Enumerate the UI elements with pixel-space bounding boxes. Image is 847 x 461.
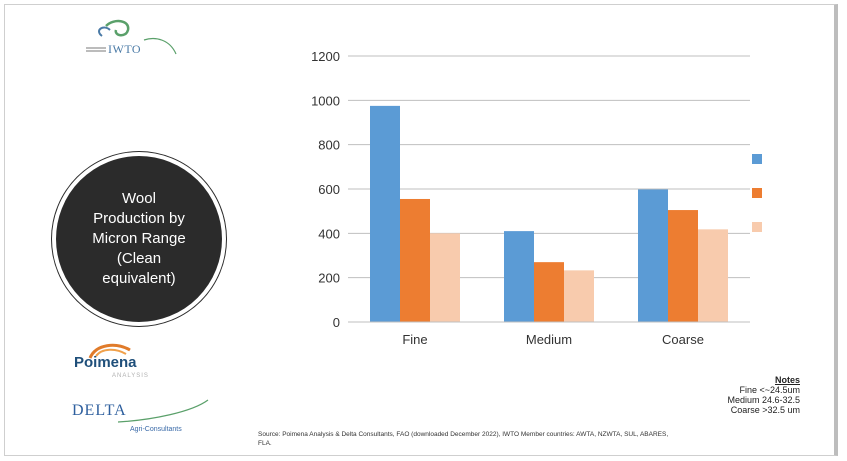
iwto-swirl-icon bbox=[86, 19, 177, 55]
wheat-icon bbox=[88, 343, 131, 359]
delta-logo-text: DELTA bbox=[72, 402, 127, 419]
y-tick-label: 800 bbox=[318, 138, 340, 153]
legend-swatch bbox=[752, 222, 762, 232]
y-tick-label: 400 bbox=[318, 226, 340, 241]
x-category-label: Coarse bbox=[662, 332, 704, 347]
bar-coarse-1990 bbox=[638, 189, 668, 322]
delta-swoosh-icon bbox=[117, 399, 209, 423]
notes-title: Notes bbox=[774, 375, 800, 385]
iwto-logo-text: IWTO bbox=[108, 42, 142, 56]
x-category-label: Medium bbox=[526, 332, 572, 347]
x-category-label: Fine bbox=[402, 332, 427, 347]
bar-fine-2000 bbox=[400, 198, 430, 322]
poimena-logo-subtext: ANALYSIS bbox=[112, 373, 149, 379]
bar-medium-2022 bbox=[564, 270, 594, 322]
circle-title: Wool Production by Micron Range (Clean e… bbox=[92, 190, 186, 287]
poimena-logo: Poimena ANALYSIS bbox=[72, 340, 172, 384]
y-tick-label: 600 bbox=[318, 182, 340, 197]
bar-fine-2022 bbox=[430, 233, 460, 322]
bar-fine-1990 bbox=[370, 105, 400, 322]
bar-coarse-2000 bbox=[668, 210, 698, 322]
poimena-logo-text: Poimena bbox=[74, 354, 137, 371]
bar-medium-2000 bbox=[534, 262, 564, 322]
delta-logo: DELTA Agri-Consultants bbox=[72, 398, 212, 440]
notes-line-coarse: Coarse >32.5 um bbox=[730, 405, 800, 415]
title-circle: Wool Production by Micron Range (Clean e… bbox=[52, 152, 226, 326]
y-tick-label: 1200 bbox=[311, 49, 340, 64]
y-tick-label: 1000 bbox=[311, 93, 340, 108]
bar-coarse-2022 bbox=[698, 229, 728, 322]
notes-line-medium: Medium 24.6-32.5 bbox=[727, 395, 800, 405]
y-tick-label: 200 bbox=[318, 271, 340, 286]
notes-box: Notes Fine <~24.5um Medium 24.6-32.5 Coa… bbox=[700, 375, 800, 415]
y-tick-label: 0 bbox=[333, 315, 340, 330]
legend-swatch bbox=[752, 154, 762, 164]
wool-production-bar-chart: 020040060080010001200FineMediumCoarse199… bbox=[311, 49, 762, 347]
legend-swatch bbox=[752, 188, 762, 198]
delta-logo-subtext: Agri-Consultants bbox=[130, 426, 182, 433]
iwto-logo: IWTO bbox=[84, 18, 184, 62]
notes-line-fine: Fine <~24.5um bbox=[739, 385, 800, 395]
bar-medium-1990 bbox=[504, 231, 534, 322]
source-text: Source: Poimena Analysis & Delta Consult… bbox=[258, 431, 669, 447]
